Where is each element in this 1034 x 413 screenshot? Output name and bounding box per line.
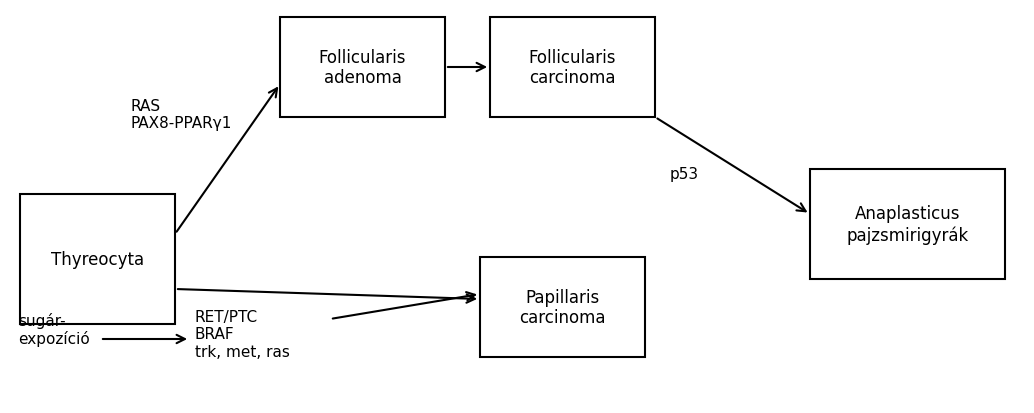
Text: p53: p53: [670, 167, 699, 182]
Bar: [810, 170, 1005, 279]
Text: Follicularis
adenoma: Follicularis adenoma: [318, 48, 406, 87]
Bar: [480, 257, 645, 357]
Bar: [490, 18, 655, 118]
Text: Follicularis
carcinoma: Follicularis carcinoma: [528, 48, 616, 87]
Text: Thyreocyta: Thyreocyta: [51, 250, 144, 268]
Text: RET/PTC
BRAF
trk, met, ras: RET/PTC BRAF trk, met, ras: [195, 309, 290, 359]
Bar: [280, 18, 445, 118]
Text: sugár-
expozíció: sugár- expozíció: [18, 312, 90, 347]
Text: Anaplasticus
pajzsmirigyrák: Anaplasticus pajzsmirigyrák: [847, 205, 969, 244]
Bar: [20, 195, 175, 324]
Text: RAS
PAX8-PPARγ1: RAS PAX8-PPARγ1: [130, 99, 232, 131]
Text: Papillaris
carcinoma: Papillaris carcinoma: [519, 288, 606, 327]
